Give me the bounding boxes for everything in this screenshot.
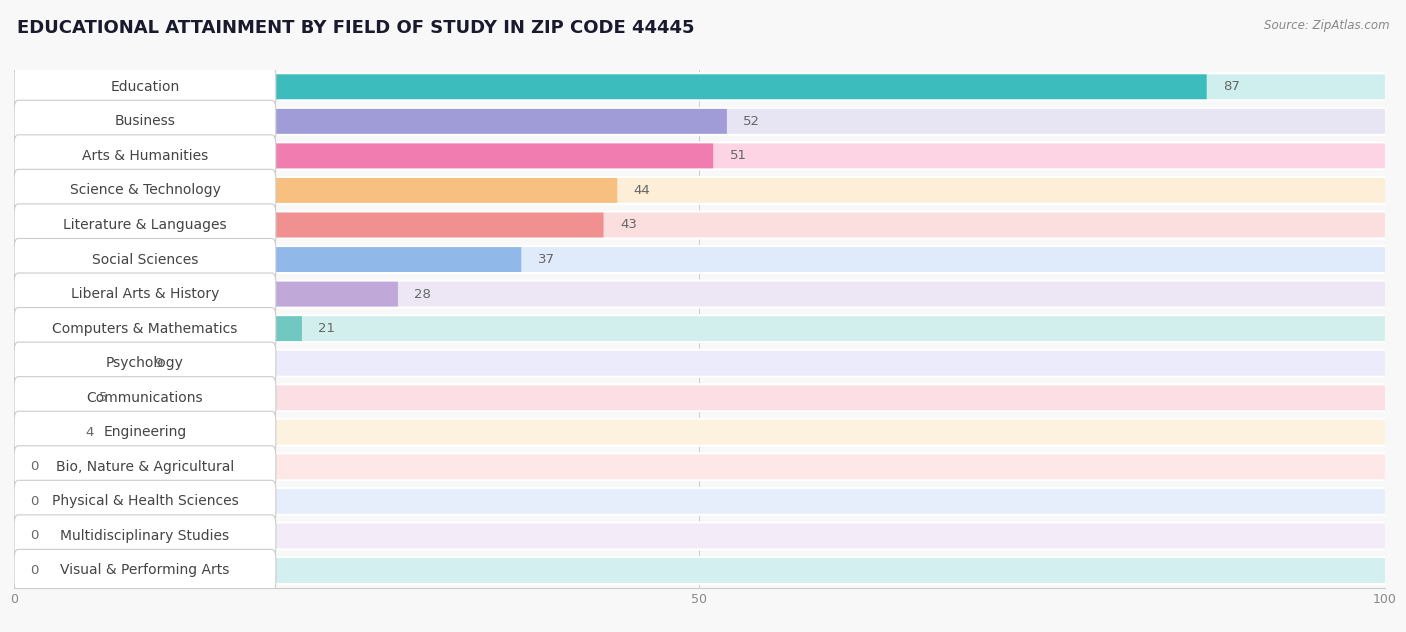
Text: 51: 51 — [730, 149, 747, 162]
Text: 44: 44 — [634, 184, 651, 197]
Text: Arts & Humanities: Arts & Humanities — [82, 149, 208, 163]
FancyBboxPatch shape — [14, 454, 1385, 479]
FancyBboxPatch shape — [14, 212, 603, 238]
Text: Social Sciences: Social Sciences — [91, 253, 198, 267]
Text: Engineering: Engineering — [104, 425, 187, 439]
Text: Psychology: Psychology — [105, 356, 184, 370]
FancyBboxPatch shape — [14, 386, 1385, 410]
FancyBboxPatch shape — [14, 238, 276, 281]
FancyBboxPatch shape — [14, 178, 1385, 203]
FancyBboxPatch shape — [14, 411, 276, 453]
FancyBboxPatch shape — [14, 107, 1385, 136]
Text: 37: 37 — [537, 253, 555, 266]
Text: 5: 5 — [98, 391, 107, 404]
FancyBboxPatch shape — [14, 446, 276, 488]
FancyBboxPatch shape — [14, 386, 83, 410]
FancyBboxPatch shape — [14, 212, 1385, 238]
FancyBboxPatch shape — [14, 109, 727, 134]
Text: 9: 9 — [153, 356, 162, 370]
FancyBboxPatch shape — [14, 282, 398, 307]
FancyBboxPatch shape — [14, 418, 1385, 447]
Text: 4: 4 — [86, 426, 94, 439]
Text: 28: 28 — [415, 288, 432, 301]
FancyBboxPatch shape — [14, 420, 1385, 445]
FancyBboxPatch shape — [14, 549, 276, 592]
FancyBboxPatch shape — [14, 143, 1385, 168]
Text: Bio, Nature & Agricultural: Bio, Nature & Agricultural — [56, 460, 235, 474]
Text: Source: ZipAtlas.com: Source: ZipAtlas.com — [1264, 19, 1389, 32]
Text: Communications: Communications — [87, 391, 204, 404]
FancyBboxPatch shape — [14, 308, 276, 349]
FancyBboxPatch shape — [14, 176, 1385, 205]
FancyBboxPatch shape — [14, 247, 1385, 272]
FancyBboxPatch shape — [14, 75, 1206, 99]
FancyBboxPatch shape — [14, 515, 276, 557]
FancyBboxPatch shape — [14, 316, 1385, 341]
FancyBboxPatch shape — [14, 273, 276, 315]
FancyBboxPatch shape — [14, 351, 138, 375]
FancyBboxPatch shape — [14, 342, 276, 384]
FancyBboxPatch shape — [14, 383, 1385, 412]
FancyBboxPatch shape — [14, 351, 1385, 375]
FancyBboxPatch shape — [14, 169, 276, 212]
Text: Business: Business — [114, 114, 176, 128]
FancyBboxPatch shape — [14, 109, 1385, 134]
Text: 0: 0 — [31, 460, 39, 473]
FancyBboxPatch shape — [14, 75, 1385, 99]
FancyBboxPatch shape — [14, 135, 276, 177]
Text: 0: 0 — [31, 495, 39, 508]
FancyBboxPatch shape — [14, 100, 276, 142]
FancyBboxPatch shape — [14, 142, 1385, 171]
FancyBboxPatch shape — [14, 349, 1385, 378]
FancyBboxPatch shape — [14, 420, 69, 445]
Text: 21: 21 — [318, 322, 336, 335]
Text: Literature & Languages: Literature & Languages — [63, 218, 226, 232]
FancyBboxPatch shape — [14, 66, 276, 108]
FancyBboxPatch shape — [14, 314, 1385, 343]
Text: Multidisciplinary Studies: Multidisciplinary Studies — [60, 529, 229, 543]
FancyBboxPatch shape — [14, 316, 302, 341]
FancyBboxPatch shape — [14, 178, 617, 203]
Text: Visual & Performing Arts: Visual & Performing Arts — [60, 564, 229, 578]
FancyBboxPatch shape — [14, 247, 522, 272]
FancyBboxPatch shape — [14, 523, 1385, 549]
FancyBboxPatch shape — [14, 453, 1385, 482]
FancyBboxPatch shape — [14, 210, 1385, 240]
Text: Computers & Mathematics: Computers & Mathematics — [52, 322, 238, 336]
Text: 43: 43 — [620, 219, 637, 231]
FancyBboxPatch shape — [14, 558, 1385, 583]
Text: Liberal Arts & History: Liberal Arts & History — [70, 287, 219, 301]
Text: Education: Education — [110, 80, 180, 94]
FancyBboxPatch shape — [14, 279, 1385, 308]
FancyBboxPatch shape — [14, 143, 713, 168]
Text: Science & Technology: Science & Technology — [69, 183, 221, 197]
FancyBboxPatch shape — [14, 72, 1385, 101]
Text: Physical & Health Sciences: Physical & Health Sciences — [52, 494, 239, 508]
FancyBboxPatch shape — [14, 521, 1385, 550]
FancyBboxPatch shape — [14, 377, 276, 419]
Text: 87: 87 — [1223, 80, 1240, 94]
FancyBboxPatch shape — [14, 487, 1385, 516]
FancyBboxPatch shape — [14, 489, 1385, 514]
Text: 0: 0 — [31, 530, 39, 542]
FancyBboxPatch shape — [14, 204, 276, 246]
FancyBboxPatch shape — [14, 556, 1385, 585]
Text: EDUCATIONAL ATTAINMENT BY FIELD OF STUDY IN ZIP CODE 44445: EDUCATIONAL ATTAINMENT BY FIELD OF STUDY… — [17, 19, 695, 37]
FancyBboxPatch shape — [14, 480, 276, 523]
FancyBboxPatch shape — [14, 245, 1385, 274]
Text: 0: 0 — [31, 564, 39, 577]
Text: 52: 52 — [744, 115, 761, 128]
FancyBboxPatch shape — [14, 282, 1385, 307]
